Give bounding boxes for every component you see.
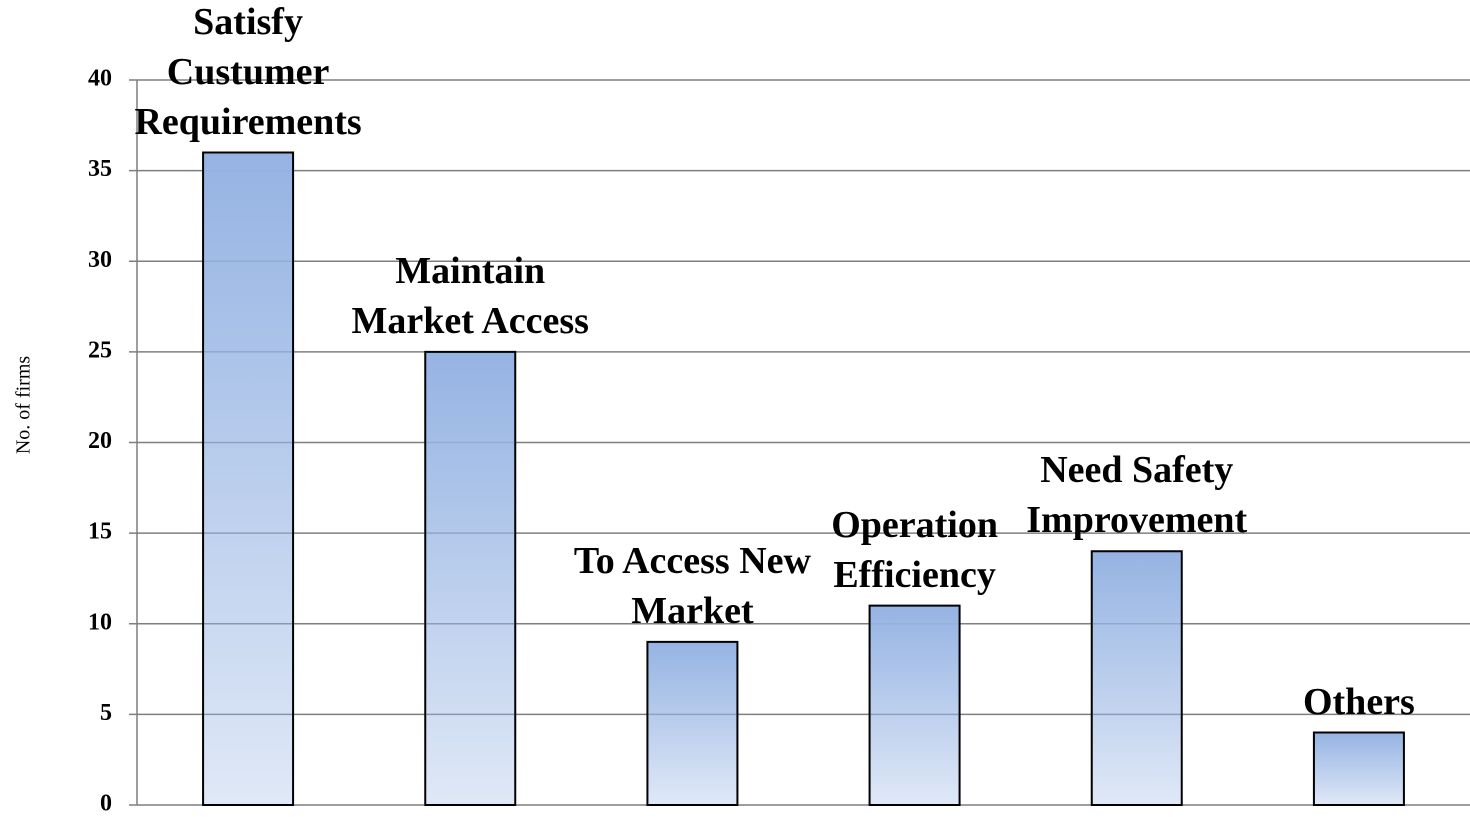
category-label: Maintain Market Access bbox=[351, 249, 589, 342]
category-label: Others bbox=[1302, 680, 1415, 723]
y-tick-label: 35 bbox=[88, 156, 112, 182]
bar bbox=[202, 151, 295, 806]
category-label: Need Safety Improvement bbox=[1026, 449, 1248, 542]
category-label: Satisfy Custumer Requirements bbox=[134, 0, 362, 143]
category-label: Operation Efficiency bbox=[831, 503, 998, 596]
y-tick-label: 0 bbox=[100, 791, 112, 817]
bar bbox=[1090, 550, 1183, 806]
bar bbox=[424, 350, 517, 806]
y-tick-label: 20 bbox=[88, 428, 112, 454]
y-tick-label: 30 bbox=[88, 247, 112, 273]
y-tick-label: 10 bbox=[88, 609, 112, 635]
y-axis-title: No. of firms bbox=[13, 356, 35, 455]
bar bbox=[646, 640, 739, 806]
y-tick-label: 40 bbox=[88, 66, 112, 92]
y-tick-label: 15 bbox=[88, 519, 112, 545]
bar bbox=[868, 604, 961, 806]
category-label: To Access New Market bbox=[573, 539, 811, 632]
y-tick-label: 5 bbox=[100, 700, 112, 726]
bar bbox=[1312, 731, 1405, 806]
y-tick-label: 25 bbox=[88, 337, 112, 363]
